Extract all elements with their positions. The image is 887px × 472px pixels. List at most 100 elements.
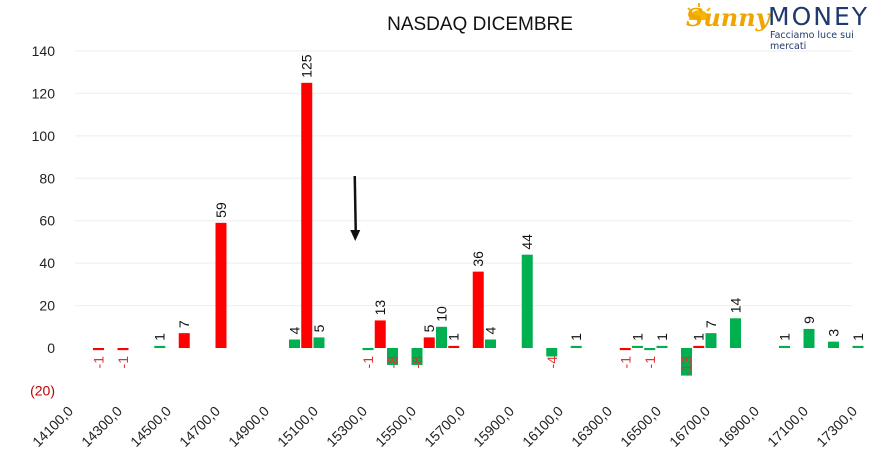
x-tick-label: 14700,0 <box>176 403 223 450</box>
x-tick-label: 16500,0 <box>617 403 664 450</box>
x-tick-label: 15300,0 <box>323 403 370 450</box>
bar-value-label: 4 <box>483 327 499 335</box>
bar-value-label: 7 <box>176 320 192 328</box>
y-tick-label: 80 <box>39 170 55 186</box>
logo-brand-right: MONEY <box>768 2 870 31</box>
bar-value-label: 4 <box>287 327 303 335</box>
bar <box>448 345 460 348</box>
arrow-shaft <box>353 175 357 233</box>
bar-value-label: 13 <box>372 300 388 316</box>
bar <box>117 348 129 351</box>
bar <box>693 345 705 348</box>
bar <box>779 345 790 348</box>
bar <box>178 333 190 348</box>
bar-value-label: -1 <box>617 356 633 369</box>
bar <box>681 348 692 376</box>
bar-value-label: 9 <box>801 316 817 324</box>
bar-value-label: 3 <box>826 329 842 337</box>
bar <box>93 348 104 351</box>
x-tick-label: 16100,0 <box>519 403 566 450</box>
y-tick-label: 60 <box>39 213 55 229</box>
annotations <box>350 175 361 241</box>
bar-value-label: 10 <box>434 306 450 322</box>
bar-value-label: 44 <box>519 234 535 250</box>
y-tick-label: 100 <box>32 128 56 144</box>
bar <box>828 341 839 348</box>
bar-value-label: -8 <box>409 356 425 369</box>
bar <box>644 348 656 351</box>
bar <box>436 326 447 348</box>
y-axis-tick-labels: 140 120 100 80 60 40 20 0 (20) <box>30 43 55 398</box>
x-tick-label: 14900,0 <box>225 403 272 450</box>
sunny-money-logo: Sunny MONEY Facciamo luce sui mercati <box>684 2 884 52</box>
bar-value-label: 1 <box>850 333 866 341</box>
logo-brand-left: Sunny <box>686 3 770 32</box>
bar-value-label: 1 <box>630 333 646 341</box>
x-tick-label: 15700,0 <box>421 403 468 450</box>
bar-value-label: -1 <box>642 356 658 369</box>
bar-value-label: 1 <box>654 333 670 341</box>
bar-value-label: 7 <box>703 320 719 328</box>
y-tick-label: (20) <box>30 382 55 398</box>
bar-value-label: 5 <box>311 324 327 332</box>
sun-icon <box>687 3 711 20</box>
x-tick-label: 14300,0 <box>78 403 125 450</box>
bar-value-label: 36 <box>470 251 486 267</box>
bar-value-label: -1 <box>115 356 131 369</box>
x-tick-label: 14500,0 <box>127 403 174 450</box>
bar <box>301 82 313 349</box>
bar-value-label: 125 <box>299 54 315 78</box>
x-tick-label: 16900,0 <box>715 403 762 450</box>
bar-value-label: -1 <box>360 356 376 369</box>
x-tick-label: 16700,0 <box>666 403 713 450</box>
chart-title: NASDAQ DICEMBRE <box>387 14 573 35</box>
logo-tagline: Facciamo luce sui mercati <box>770 30 854 52</box>
y-tick-label: 140 <box>32 43 56 59</box>
bar <box>313 337 325 348</box>
bar-value-label: 5 <box>421 324 437 332</box>
y-tick-label: 0 <box>47 340 55 356</box>
y-tick-label: 20 <box>39 298 55 314</box>
bar <box>705 333 717 348</box>
bar <box>852 345 864 348</box>
bar-value-label: 1 <box>446 333 462 341</box>
x-tick-label: 15900,0 <box>470 403 517 450</box>
x-tick-label: 15500,0 <box>372 403 419 450</box>
bar <box>289 339 300 348</box>
bar-value-label: -4 <box>544 356 560 369</box>
y-tick-label: 120 <box>32 85 56 101</box>
bar <box>215 222 227 348</box>
bar-value-label: -8 <box>385 356 401 369</box>
x-tick-label: 17100,0 <box>764 403 811 450</box>
bar <box>411 348 423 365</box>
bar <box>521 254 533 348</box>
x-tick-label: 17300,0 <box>813 403 860 450</box>
x-axis-tick-labels: 14100,0 14300,0 14500,0 14700,0 14900,0 15100… <box>29 403 860 450</box>
bar <box>374 320 386 348</box>
bar-value-label: 59 <box>213 202 229 218</box>
bar-value-label: 14 <box>728 298 744 314</box>
bar <box>423 337 435 348</box>
bar-value-label: 1 <box>691 333 707 341</box>
bar <box>485 339 496 348</box>
x-tick-label: 15100,0 <box>274 403 321 450</box>
bar <box>619 348 631 351</box>
bar <box>362 348 374 351</box>
arrow-head <box>350 230 361 241</box>
x-tick-label: 16300,0 <box>568 403 615 450</box>
grid-lines <box>75 50 852 307</box>
bar <box>632 345 643 348</box>
bar-value-label: 1 <box>152 333 168 341</box>
bar <box>472 271 484 348</box>
bar-value-label: 1 <box>777 333 793 341</box>
bar <box>154 345 166 348</box>
bar <box>656 345 668 348</box>
bar <box>803 328 815 348</box>
bars <box>93 82 864 376</box>
x-tick-label: 14100,0 <box>29 403 76 450</box>
bar-value-label: 1 <box>568 333 584 341</box>
bar <box>546 348 558 357</box>
bar-value-label: -1 <box>91 356 107 369</box>
